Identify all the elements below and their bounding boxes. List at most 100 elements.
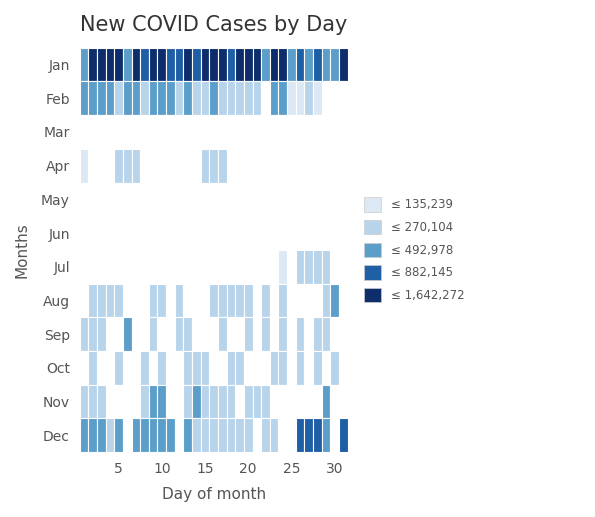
- Bar: [270, 81, 278, 115]
- Bar: [278, 48, 287, 81]
- Bar: [123, 216, 131, 250]
- Bar: [227, 48, 235, 81]
- Bar: [131, 216, 140, 250]
- Bar: [270, 250, 278, 284]
- Bar: [97, 216, 106, 250]
- Bar: [278, 115, 287, 149]
- Bar: [175, 385, 183, 418]
- Bar: [227, 385, 235, 418]
- Bar: [252, 216, 261, 250]
- Bar: [192, 385, 201, 418]
- Bar: [296, 351, 305, 385]
- Bar: [97, 418, 106, 452]
- Bar: [201, 183, 209, 216]
- Bar: [270, 385, 278, 418]
- Bar: [209, 385, 218, 418]
- Bar: [261, 250, 270, 284]
- Title: New COVID Cases by Day: New COVID Cases by Day: [80, 15, 347, 35]
- Bar: [305, 385, 313, 418]
- Bar: [305, 216, 313, 250]
- Bar: [175, 284, 183, 317]
- Bar: [140, 351, 149, 385]
- Bar: [88, 385, 97, 418]
- Bar: [313, 317, 322, 351]
- Bar: [175, 418, 183, 452]
- Bar: [123, 385, 131, 418]
- Bar: [114, 284, 123, 317]
- Bar: [287, 48, 296, 81]
- Bar: [114, 48, 123, 81]
- Bar: [278, 317, 287, 351]
- Bar: [183, 115, 192, 149]
- Bar: [218, 115, 227, 149]
- Bar: [322, 351, 330, 385]
- Bar: [244, 81, 252, 115]
- Bar: [339, 317, 347, 351]
- Bar: [106, 115, 114, 149]
- Bar: [175, 183, 183, 216]
- Bar: [192, 115, 201, 149]
- Bar: [339, 149, 347, 183]
- Bar: [339, 81, 347, 115]
- Bar: [123, 317, 131, 351]
- Bar: [296, 149, 305, 183]
- Bar: [287, 351, 296, 385]
- Bar: [252, 183, 261, 216]
- Bar: [131, 317, 140, 351]
- Bar: [287, 317, 296, 351]
- Bar: [106, 317, 114, 351]
- Bar: [201, 385, 209, 418]
- Bar: [106, 216, 114, 250]
- Bar: [131, 183, 140, 216]
- Bar: [244, 284, 252, 317]
- Bar: [261, 81, 270, 115]
- Bar: [201, 216, 209, 250]
- Bar: [227, 183, 235, 216]
- Bar: [244, 250, 252, 284]
- Bar: [227, 284, 235, 317]
- Bar: [192, 317, 201, 351]
- Bar: [305, 115, 313, 149]
- Bar: [88, 149, 97, 183]
- Bar: [192, 284, 201, 317]
- Bar: [166, 216, 175, 250]
- Bar: [261, 48, 270, 81]
- Bar: [166, 385, 175, 418]
- Bar: [218, 216, 227, 250]
- Bar: [123, 250, 131, 284]
- Bar: [227, 216, 235, 250]
- Bar: [201, 149, 209, 183]
- Bar: [244, 183, 252, 216]
- Bar: [227, 149, 235, 183]
- Bar: [114, 115, 123, 149]
- Bar: [209, 284, 218, 317]
- Bar: [131, 284, 140, 317]
- Bar: [149, 149, 158, 183]
- Bar: [166, 284, 175, 317]
- Bar: [287, 115, 296, 149]
- Bar: [114, 149, 123, 183]
- Bar: [322, 81, 330, 115]
- Bar: [322, 115, 330, 149]
- Bar: [244, 418, 252, 452]
- Bar: [209, 115, 218, 149]
- Bar: [166, 250, 175, 284]
- Bar: [296, 250, 305, 284]
- Bar: [80, 418, 88, 452]
- Bar: [149, 216, 158, 250]
- Bar: [158, 418, 166, 452]
- Bar: [97, 284, 106, 317]
- Bar: [278, 183, 287, 216]
- Bar: [218, 317, 227, 351]
- Bar: [140, 149, 149, 183]
- Bar: [131, 418, 140, 452]
- Bar: [114, 81, 123, 115]
- Bar: [183, 351, 192, 385]
- Bar: [158, 216, 166, 250]
- Bar: [278, 351, 287, 385]
- Bar: [149, 284, 158, 317]
- Bar: [88, 81, 97, 115]
- Bar: [114, 385, 123, 418]
- Bar: [270, 351, 278, 385]
- Bar: [106, 81, 114, 115]
